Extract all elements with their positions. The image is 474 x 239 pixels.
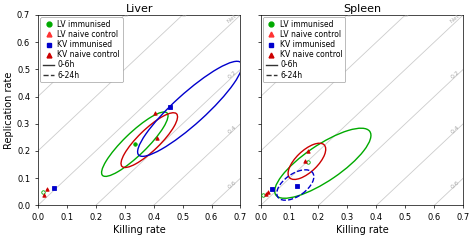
Text: -0.2: -0.2 bbox=[181, 7, 193, 19]
Text: Net growth rate 0: Net growth rate 0 bbox=[227, 0, 267, 24]
Text: 0.4: 0.4 bbox=[450, 125, 461, 135]
Title: Spleen: Spleen bbox=[343, 4, 381, 14]
Y-axis label: Replication rate: Replication rate bbox=[4, 71, 14, 149]
Legend: LV immunised, LV naive control, KV immunised, KV naive control, 0-6h, 6-24h: LV immunised, LV naive control, KV immun… bbox=[40, 17, 123, 82]
X-axis label: Killing rate: Killing rate bbox=[336, 225, 388, 235]
Text: Net growth rate 0: Net growth rate 0 bbox=[450, 0, 474, 24]
Text: 0.6: 0.6 bbox=[227, 179, 237, 190]
Title: Liver: Liver bbox=[126, 4, 153, 14]
Text: -0.4: -0.4 bbox=[123, 7, 135, 19]
Text: 0.2: 0.2 bbox=[227, 70, 238, 80]
Text: -0.2: -0.2 bbox=[403, 7, 416, 19]
Text: 0.6: 0.6 bbox=[450, 179, 460, 190]
X-axis label: Killing rate: Killing rate bbox=[113, 225, 165, 235]
Legend: LV immunised, LV naive control, KV immunised, KV naive control, 0-6h, 6-24h: LV immunised, LV naive control, KV immun… bbox=[263, 17, 346, 82]
Text: -0.4: -0.4 bbox=[346, 7, 358, 19]
Text: 0.2: 0.2 bbox=[450, 70, 461, 80]
Text: 0.4: 0.4 bbox=[227, 125, 238, 135]
